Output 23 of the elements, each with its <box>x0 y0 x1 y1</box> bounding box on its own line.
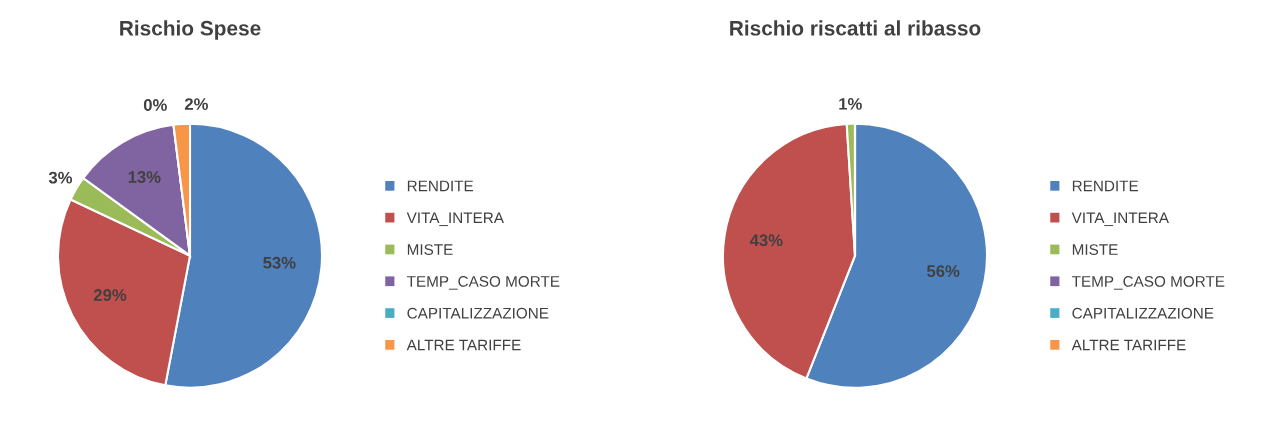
legend-label: ALTRE TARIFFE <box>1071 339 1186 351</box>
legend-label: CAPITALIZZAZIONE <box>407 307 549 319</box>
data-label: 2% <box>184 98 208 110</box>
legend-label: RENDITE <box>1072 180 1139 192</box>
chart-title: Rischio riscatti al ribasso <box>730 20 981 36</box>
data-label: 3% <box>48 171 73 184</box>
legend-label: RENDITE <box>407 180 474 192</box>
data-label: 1% <box>839 98 862 110</box>
data-label: 56% <box>927 265 960 277</box>
legend-label: TEMP_CASO MORTE <box>406 275 560 290</box>
legend-label: MISTE <box>1072 244 1118 255</box>
data-label: 43% <box>749 234 783 247</box>
data-label: 13% <box>128 171 161 183</box>
legend-label: MISTE <box>407 244 453 255</box>
chart-title: Rischio Spese <box>120 20 261 40</box>
legend-label: ALTRE TARIFFE <box>406 339 521 351</box>
data-label: 53% <box>263 256 296 269</box>
legend-label: TEMP_CASO MORTE <box>1071 275 1225 290</box>
legend-label: VITA_INTERA <box>406 212 504 227</box>
legend-label: VITA_INTERA <box>1071 212 1169 227</box>
text: 0% <box>143 99 167 111</box>
legend-label: CAPITALIZZAZIONE <box>1072 307 1214 319</box>
data-label: 29% <box>93 289 127 301</box>
